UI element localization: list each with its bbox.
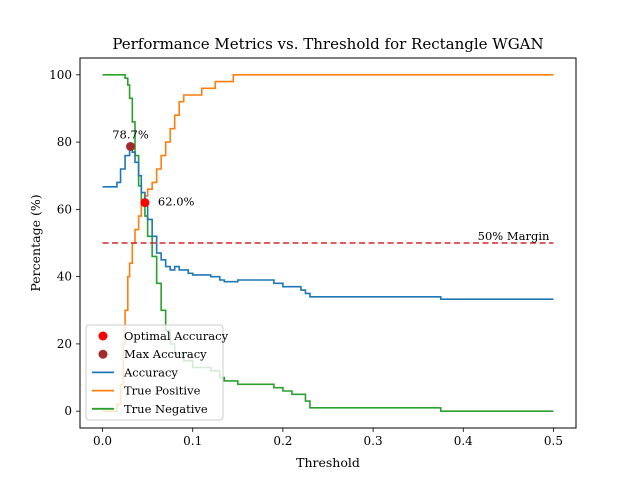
max-accuracy-label: 78.7% bbox=[112, 127, 149, 141]
x-tick-label: 0.4 bbox=[454, 434, 473, 448]
x-tick-label: 0.5 bbox=[544, 434, 563, 448]
x-axis-label: Threshold bbox=[296, 455, 360, 470]
y-axis-label: Percentage (%) bbox=[28, 194, 43, 291]
true-positive-line bbox=[102, 74, 554, 412]
y-tick-label: 80 bbox=[57, 135, 72, 149]
y-tick-label: 60 bbox=[57, 202, 72, 216]
legend-label-true-positive: True Positive bbox=[124, 384, 201, 398]
legend-label-true-negative: True Negative bbox=[124, 402, 208, 416]
legend: Optimal Accuracy Max Accuracy Accuracy True… bbox=[85, 324, 229, 421]
y-tick-label: 0 bbox=[64, 404, 72, 418]
optimal-accuracy-marker bbox=[140, 198, 150, 208]
x-tick-label: 0.2 bbox=[273, 434, 292, 448]
margin-label: 50% Margin bbox=[478, 229, 550, 243]
optimal-accuracy-label: 62.0% bbox=[158, 195, 195, 209]
legend-swatch-max-accuracy bbox=[98, 349, 108, 359]
chart-title: Performance Metrics vs. Threshold for Re… bbox=[112, 35, 543, 53]
x-tick-label: 0.3 bbox=[364, 434, 383, 448]
legend-swatch-optimal-accuracy bbox=[98, 331, 108, 341]
x-tick-label: 0.1 bbox=[183, 434, 202, 448]
legend-label-max-accuracy: Max Accuracy bbox=[124, 347, 207, 361]
y-axis: 0 20 40 60 80 100 bbox=[49, 68, 80, 418]
legend-label-optimal-accuracy: Optimal Accuracy bbox=[124, 329, 229, 343]
legend-box bbox=[85, 324, 224, 421]
y-tick-label: 40 bbox=[57, 270, 72, 284]
max-accuracy-marker bbox=[126, 141, 136, 151]
accuracy-line bbox=[102, 145, 554, 300]
x-tick-label: 0.0 bbox=[93, 434, 112, 448]
plot-frame bbox=[79, 57, 577, 429]
y-tick-label: 20 bbox=[57, 337, 72, 351]
x-axis: 0.0 0.1 0.2 0.3 0.4 0.5 bbox=[93, 428, 563, 448]
annotations: 50% Margin 62.0% 78.7% bbox=[112, 127, 550, 243]
legend-label-accuracy: Accuracy bbox=[123, 365, 178, 379]
y-tick-label: 100 bbox=[49, 68, 72, 82]
